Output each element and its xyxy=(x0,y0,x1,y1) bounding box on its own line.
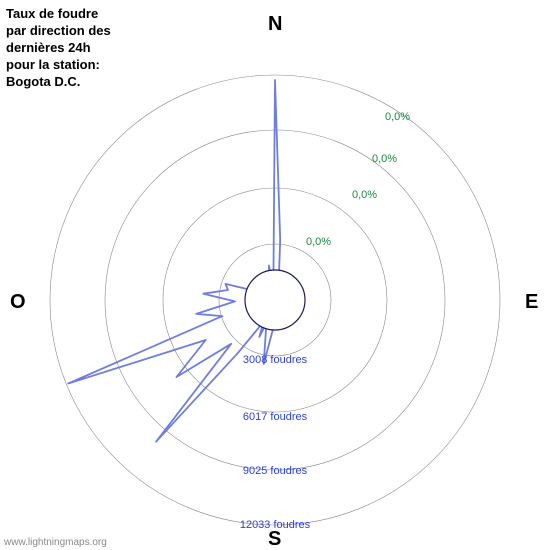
cardinal-E: E xyxy=(525,291,538,313)
cardinal-N: N xyxy=(268,13,282,35)
cardinal-O: O xyxy=(10,291,26,313)
chart-canvas: 0,0% 0,0% 0,0% 0,0% 3008 foudres 6017 foudres… xyxy=(0,0,550,550)
percent-label: 0,0% xyxy=(372,153,397,165)
percent-label: 0,0% xyxy=(352,189,377,201)
count-label: 3008 foudres xyxy=(243,354,308,366)
percent-label: 0,0% xyxy=(385,111,410,123)
attribution: www.lightningmaps.org xyxy=(4,537,107,548)
cardinal-S: S xyxy=(268,528,281,550)
count-label: 9025 foudres xyxy=(243,465,308,477)
center-hole xyxy=(245,270,305,330)
count-label: 6017 foudres xyxy=(243,411,308,423)
rose xyxy=(68,80,280,442)
percent-label: 0,0% xyxy=(306,236,331,248)
chart-title: Taux de foudre par direction des dernièr… xyxy=(6,6,116,90)
